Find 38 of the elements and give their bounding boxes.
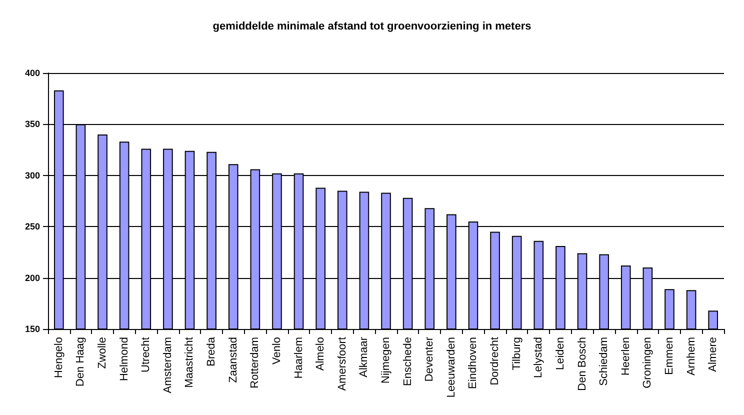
x-tick-label: Emmen bbox=[663, 337, 676, 375]
x-tick-label: Den Bosch bbox=[576, 337, 588, 391]
x-tick-label: Amersfoort bbox=[336, 337, 348, 391]
y-tick-label: 300 bbox=[24, 170, 40, 180]
x-tick-label: Alkmaar bbox=[358, 336, 370, 378]
x-tick-label: Enschede bbox=[402, 337, 414, 386]
x-tick-label: Maastricht bbox=[184, 337, 196, 388]
x-tick-label: Breda bbox=[206, 336, 218, 366]
x-tick-label: Amsterdam bbox=[162, 337, 174, 394]
x-tick-label: Dordrecht bbox=[489, 337, 502, 386]
y-tick-label: 250 bbox=[24, 222, 40, 232]
y-tick-label: 400 bbox=[24, 68, 40, 78]
x-tick-label: Heerlen bbox=[620, 337, 632, 376]
chart-title: gemiddelde minimale afstand tot groenvoorziening in meters bbox=[212, 20, 532, 32]
x-tick-label: Almere bbox=[707, 337, 720, 372]
x-tick-label: Utrecht bbox=[140, 337, 152, 372]
x-tick-label: Nijmegen bbox=[380, 337, 392, 384]
x-tick-label: Den Haag bbox=[74, 337, 87, 387]
x-tick-label: Hengelo bbox=[52, 337, 65, 378]
x-tick-label: Leiden bbox=[554, 337, 566, 370]
x-tick-label: Rotterdam bbox=[249, 337, 262, 388]
x-tick-label: Venlo bbox=[270, 337, 283, 365]
x-tick-label: Helmond bbox=[118, 337, 130, 382]
x-tick-label: Arnhem bbox=[685, 337, 698, 376]
x-tick-label: Zaanstad bbox=[227, 337, 240, 383]
x-tick-label: Haarlem bbox=[292, 337, 305, 379]
x-tick-label: Deventer bbox=[424, 336, 436, 382]
x-tick-label: Groningen bbox=[642, 337, 654, 388]
y-tick-label: 350 bbox=[24, 119, 40, 130]
y-tick-label: 150 bbox=[24, 324, 40, 334]
y-tick-label: 200 bbox=[24, 272, 40, 283]
x-tick-label: Almelo bbox=[314, 337, 327, 371]
x-tick-label: Leeuwarden bbox=[445, 337, 458, 398]
x-tick-label: Lelystad bbox=[532, 337, 545, 378]
x-tick-label: Tilburg bbox=[510, 337, 523, 370]
x-tick-label: Schiedam bbox=[598, 337, 610, 386]
x-tick-label: Zwolle bbox=[96, 337, 109, 369]
x-tick-label: Eindhoven bbox=[467, 337, 480, 389]
